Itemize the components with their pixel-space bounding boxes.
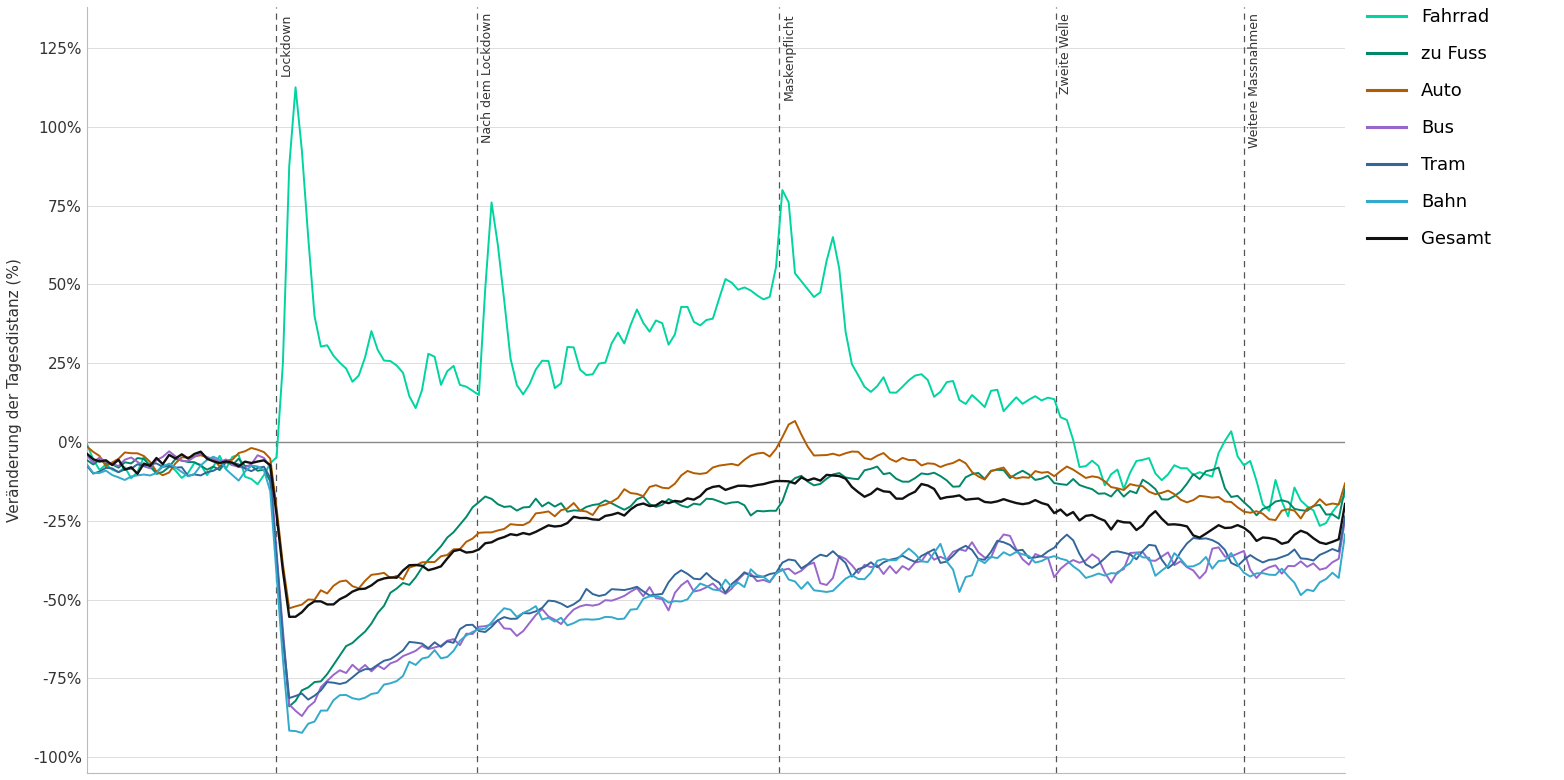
Auto: [785, 417, 804, 426]
zu Fuss: [1286, 504, 1304, 513]
Tram: [1286, 544, 1304, 554]
Gesamt: [425, 564, 444, 573]
Auto: [1286, 506, 1304, 516]
Bus: [128, 457, 147, 466]
Fahrrad: [78, 439, 97, 448]
zu Fuss: [1336, 484, 1354, 493]
Line: Bus: Bus: [88, 452, 1345, 716]
Gesamt: [280, 612, 299, 622]
zu Fuss: [128, 453, 147, 463]
Auto: [128, 448, 147, 458]
Fahrrad: [419, 349, 438, 359]
Fahrrad: [317, 341, 336, 350]
Line: Gesamt: Gesamt: [88, 452, 1345, 617]
Gesamt: [1240, 528, 1259, 537]
Line: zu Fuss: zu Fuss: [88, 458, 1345, 707]
Bahn: [425, 645, 444, 654]
Text: Lockdown: Lockdown: [280, 13, 292, 76]
Tram: [78, 461, 97, 470]
Bahn: [324, 696, 343, 705]
Auto: [419, 558, 438, 567]
Line: Auto: Auto: [88, 421, 1345, 608]
Bus: [1336, 515, 1354, 524]
Bahn: [292, 729, 311, 738]
Y-axis label: Veränderung der Tagesdistanz (%): Veränderung der Tagesdistanz (%): [6, 258, 22, 522]
Bahn: [153, 462, 172, 471]
Fahrrad: [1336, 491, 1354, 500]
Bahn: [1336, 530, 1354, 539]
Bus: [153, 452, 172, 462]
Auto: [1336, 479, 1354, 488]
Gesamt: [153, 459, 172, 469]
Bus: [78, 451, 97, 460]
Text: Weitere Massnahmen: Weitere Massnahmen: [1248, 13, 1261, 148]
Text: Zweite Welle: Zweite Welle: [1059, 13, 1073, 94]
Tram: [128, 459, 147, 469]
Tram: [299, 695, 317, 704]
Gesamt: [1286, 530, 1304, 540]
Fahrrad: [1279, 512, 1298, 521]
Text: Nach dem Lockdown: Nach dem Lockdown: [480, 13, 494, 144]
Line: Bahn: Bahn: [88, 457, 1345, 733]
zu Fuss: [160, 463, 178, 472]
Bus: [425, 643, 444, 652]
Gesamt: [128, 469, 147, 478]
Bahn: [203, 452, 222, 462]
Tram: [1336, 512, 1354, 521]
zu Fuss: [425, 548, 444, 558]
Tram: [153, 463, 172, 472]
Fahrrad: [1311, 521, 1329, 530]
Bus: [1240, 565, 1259, 574]
Bus: [1286, 562, 1304, 571]
Bahn: [128, 470, 147, 480]
Tram: [324, 678, 343, 687]
Bus: [160, 447, 178, 456]
Fahrrad: [286, 83, 305, 92]
Auto: [153, 470, 172, 480]
Auto: [78, 441, 97, 451]
zu Fuss: [1240, 503, 1259, 512]
Bahn: [1240, 572, 1259, 581]
Gesamt: [78, 449, 97, 459]
Fahrrad: [153, 460, 172, 470]
Fahrrad: [1234, 461, 1253, 470]
Tram: [217, 458, 236, 467]
zu Fuss: [135, 454, 153, 463]
Gesamt: [324, 600, 343, 609]
Auto: [280, 604, 299, 613]
Gesamt: [191, 447, 210, 456]
Bahn: [1286, 578, 1304, 587]
Legend: Fahrrad, zu Fuss, Auto, Bus, Tram, Bahn, Gesamt: Fahrrad, zu Fuss, Auto, Bus, Tram, Bahn,…: [1367, 9, 1490, 248]
Bahn: [78, 459, 97, 469]
Fahrrad: [128, 467, 147, 477]
Bus: [292, 711, 311, 721]
Line: Tram: Tram: [88, 463, 1345, 700]
Tram: [425, 637, 444, 647]
zu Fuss: [280, 702, 299, 711]
Bus: [324, 670, 343, 679]
zu Fuss: [78, 456, 97, 465]
zu Fuss: [324, 660, 343, 669]
Text: Maskenpflicht: Maskenpflicht: [782, 13, 796, 100]
Auto: [317, 589, 336, 598]
Auto: [1240, 508, 1259, 517]
Tram: [1240, 551, 1259, 560]
Line: Fahrrad: Fahrrad: [88, 87, 1345, 526]
Gesamt: [1336, 499, 1354, 509]
